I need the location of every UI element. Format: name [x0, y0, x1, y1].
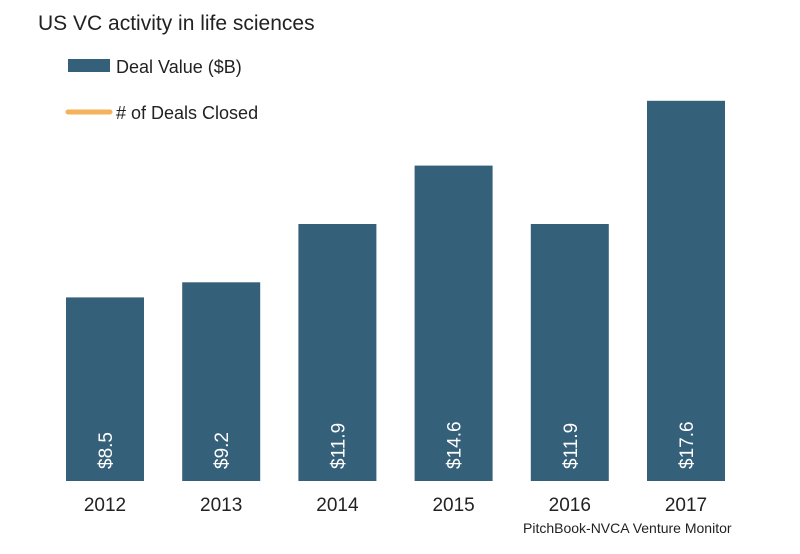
bar-value-label-2016: $11.9	[561, 423, 582, 469]
bar-value-label-2013: $9.2	[212, 432, 233, 469]
x-tick-2015: 2015	[432, 495, 474, 516]
x-tick-2014: 2014	[316, 495, 359, 516]
x-tick-2016: 2016	[549, 495, 591, 516]
bar-value-label-2012: $8.5	[96, 432, 117, 469]
legend: Deal Value ($B) # of Deals Closed	[65, 57, 258, 123]
x-tick-2013: 2013	[200, 495, 242, 516]
bar-value-label-2014: $11.9	[328, 423, 349, 469]
legend-line-label: # of Deals Closed	[116, 103, 258, 123]
x-tick-2012: 2012	[84, 495, 126, 516]
bar-2017	[647, 100, 725, 482]
bar-2014	[298, 224, 377, 481]
bar-2013	[182, 282, 261, 481]
bar-2016	[530, 224, 609, 481]
x-axis-ticks: 2012 2013 2014 2015 2016 2017	[84, 495, 707, 516]
chart-title: US VC activity in life sciences	[38, 12, 315, 35]
source-note: PitchBook-NVCA Venture Monitor	[523, 520, 732, 536]
legend-bar-swatch	[68, 59, 110, 72]
bar-2012	[66, 297, 144, 481]
bars-layer: $8.5 $9.2 $11.9 $14.6 $11.9 $17.6	[66, 100, 725, 482]
bar-2015	[414, 165, 493, 481]
bar-value-label-2015: $14.6	[445, 421, 466, 469]
x-tick-2017: 2017	[665, 495, 707, 516]
legend-bar-label: Deal Value ($B)	[116, 57, 242, 77]
bar-value-label-2017: $17.6	[677, 421, 698, 469]
